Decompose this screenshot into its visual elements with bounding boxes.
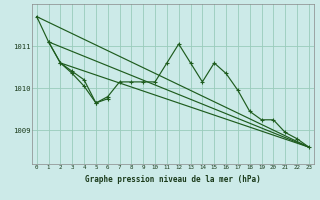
X-axis label: Graphe pression niveau de la mer (hPa): Graphe pression niveau de la mer (hPa) xyxy=(85,175,261,184)
